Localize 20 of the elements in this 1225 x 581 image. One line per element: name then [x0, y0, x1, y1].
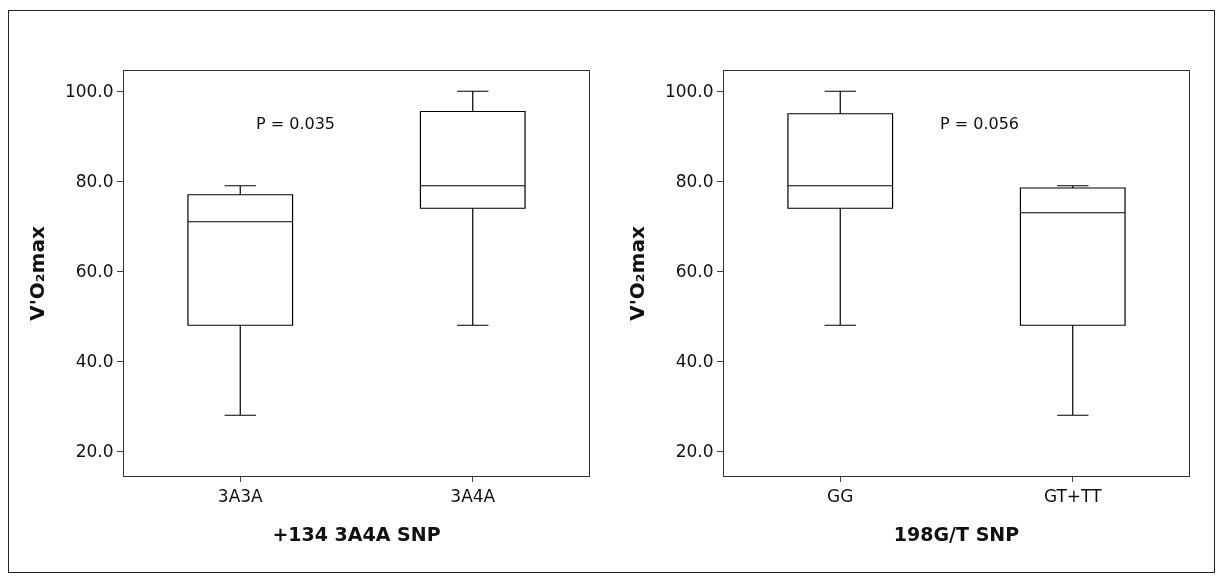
y-tick-label: 40.0	[675, 351, 714, 372]
y-tick-label: 80.0	[75, 171, 114, 192]
x-axis-title: 198G/T SNP	[893, 523, 1020, 546]
y-tick-label: 100.0	[64, 81, 114, 102]
annotation: P = 0.056	[940, 114, 1020, 133]
y-tick-label: 40.0	[75, 351, 114, 372]
y-axis-title: V'O₂max	[625, 226, 650, 321]
y-tick-label: 60.0	[75, 261, 114, 282]
y-tick-label: 20.0	[75, 441, 114, 462]
y-axis-title: V'O₂max	[25, 226, 50, 321]
y-tick-label: 100.0	[664, 81, 714, 102]
y-tick-label: 20.0	[675, 441, 714, 462]
x-tick-label: 3A4A	[450, 486, 496, 507]
annotation: P = 0.035	[256, 114, 336, 133]
x-tick-label: GG	[827, 486, 854, 507]
y-tick-label: 60.0	[675, 261, 714, 282]
x-axis-title: +134 3A4A SNP	[272, 523, 441, 546]
x-tick-label: GT+TT	[1043, 486, 1103, 507]
y-tick-label: 80.0	[675, 171, 714, 192]
x-tick-label: 3A3A	[217, 486, 264, 507]
